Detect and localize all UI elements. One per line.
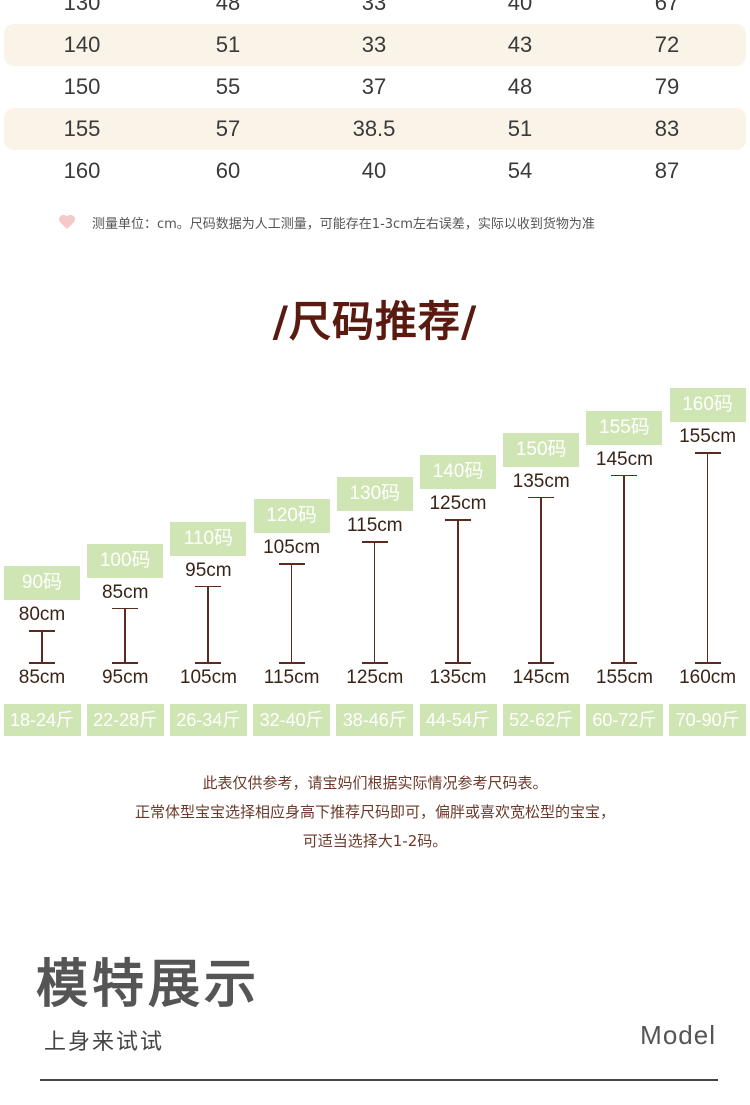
table-cell: 79 [654, 74, 680, 99]
height-range-line [623, 474, 625, 662]
table-cell: 140 [63, 32, 101, 57]
size-badge: 130码 [336, 477, 413, 512]
model-section-english: Model [640, 1020, 716, 1050]
table-cell: 155 [63, 116, 101, 141]
model-section-title: 模特展示 [36, 955, 261, 1015]
height-range-line [207, 585, 209, 662]
recommend-title: /尺码推荐/ [272, 297, 478, 346]
height-top-label: 80cm [18, 604, 66, 625]
height-bottom-label: 135cm [429, 667, 487, 688]
range-cap-bottom [361, 662, 388, 664]
range-cap-bottom [195, 662, 222, 664]
height-bottom-label: 155cm [595, 667, 653, 688]
height-top-label: 125cm [429, 493, 487, 514]
table-row: 130 48 33 40 67 [4, 0, 746, 24]
table-cell: 33 [361, 0, 387, 15]
table-cell: 60 [215, 158, 241, 183]
table-cell: 51 [215, 32, 241, 57]
table-cell: 55 [215, 74, 241, 99]
range-cap-bottom [528, 662, 555, 664]
size-table: 130 48 33 40 67 140 51 33 43 72 150 55 37 48 79 155 57 38… [4, 0, 746, 192]
weight-range: 32-40斤 [253, 704, 331, 736]
range-cap-bottom [445, 662, 471, 664]
range-cap-bottom [278, 662, 305, 664]
table-cell: 57 [215, 116, 241, 141]
height-top-label: 145cm [595, 448, 653, 470]
weight-range: 70-90斤 [669, 704, 747, 736]
size-badge: 120码 [253, 499, 330, 534]
table-cell: 160 [63, 158, 101, 183]
weight-range: 52-62斤 [502, 704, 580, 736]
weight-range: 60-72斤 [585, 704, 663, 736]
height-bottom-label: 105cm [179, 667, 237, 688]
height-range-line [290, 563, 293, 662]
weight-range: 22-28斤 [86, 704, 164, 736]
table-cell: 40 [507, 0, 533, 15]
table-row: 140 51 33 43 72 [4, 24, 746, 66]
size-badge: 160码 [669, 388, 746, 423]
range-cap-bottom [112, 662, 139, 664]
weight-range: 38-46斤 [336, 704, 414, 736]
table-cell: 48 [215, 0, 241, 15]
table-cell: 38.5 [352, 116, 396, 141]
height-top-label: 155cm [679, 426, 737, 448]
weight-range: 26-34斤 [169, 704, 247, 736]
table-row: 150 55 37 48 79 [4, 66, 746, 108]
disclaimer-line: 此表仅供参考，请宝妈们根据实际情况参考尺码表。 [202, 774, 548, 792]
disclaimer-line: 可适当选择大1-2码。 [302, 832, 448, 850]
size-badge: 110码 [170, 521, 247, 556]
height-top-label: 115cm [346, 515, 403, 537]
note-text: 测量单位：cm。尺码数据为人工测量，可能存在1-3cm左右误差，实际以收到货物为… [92, 216, 595, 232]
size-badge: 150码 [503, 432, 580, 467]
height-top-label: 85cm [101, 581, 149, 603]
heart-icon [59, 214, 75, 230]
height-range-line [373, 541, 376, 662]
table-cell: 33 [361, 32, 387, 57]
size-badge: 140码 [420, 455, 496, 489]
disclaimer-line: 正常体型宝宝选择相应身高下推荐尺码即可，偏胖或喜欢宽松型的宝宝， [134, 803, 615, 821]
size-badge: 100码 [87, 543, 164, 578]
weight-range: 18-24斤 [3, 704, 81, 736]
divider [40, 1079, 718, 1081]
range-cap-bottom [694, 662, 721, 664]
height-top-label: 105cm [263, 537, 321, 559]
model-section-subtitle: 上身来试试 [44, 1030, 165, 1055]
height-range-line [41, 630, 43, 662]
measurement-note: 测量单位：cm。尺码数据为人工测量，可能存在1-3cm左右误差，实际以收到货物为… [58, 212, 595, 232]
size-badge: 155码 [586, 410, 663, 445]
table-row: 160 60 40 54 87 [4, 150, 746, 192]
table-row: 155 57 38.5 51 83 [4, 108, 746, 150]
table-cell: 54 [507, 158, 533, 183]
weight-range: 44-54斤 [419, 704, 497, 736]
table-cell: 130 [63, 0, 101, 15]
table-cell: 37 [361, 74, 387, 99]
table-cell: 87 [654, 158, 680, 183]
table-cell: 72 [654, 32, 680, 57]
height-bottom-label: 95cm [101, 667, 149, 688]
height-bottom-label: 145cm [512, 667, 570, 688]
height-top-label: 135cm [512, 470, 570, 492]
range-cap-bottom [611, 662, 638, 664]
height-range-line [540, 496, 542, 662]
height-bottom-label: 115cm [263, 667, 320, 688]
height-bottom-label: 125cm [346, 667, 404, 688]
height-range-line [706, 452, 709, 662]
height-bottom-label: 85cm [18, 667, 66, 688]
table-cell: 48 [507, 74, 533, 99]
height-bottom-label: 160cm [679, 667, 737, 688]
table-cell: 43 [507, 32, 533, 57]
height-top-label: 95cm [185, 559, 232, 581]
size-badge: 90码 [4, 566, 80, 600]
range-cap-bottom [29, 662, 55, 664]
table-cell: 150 [63, 74, 101, 99]
height-range-line [457, 519, 459, 662]
table-cell: 67 [654, 0, 680, 15]
table-cell: 83 [654, 116, 680, 141]
table-cell: 51 [507, 116, 533, 141]
table-cell: 40 [361, 158, 387, 183]
height-range-line [124, 607, 126, 662]
